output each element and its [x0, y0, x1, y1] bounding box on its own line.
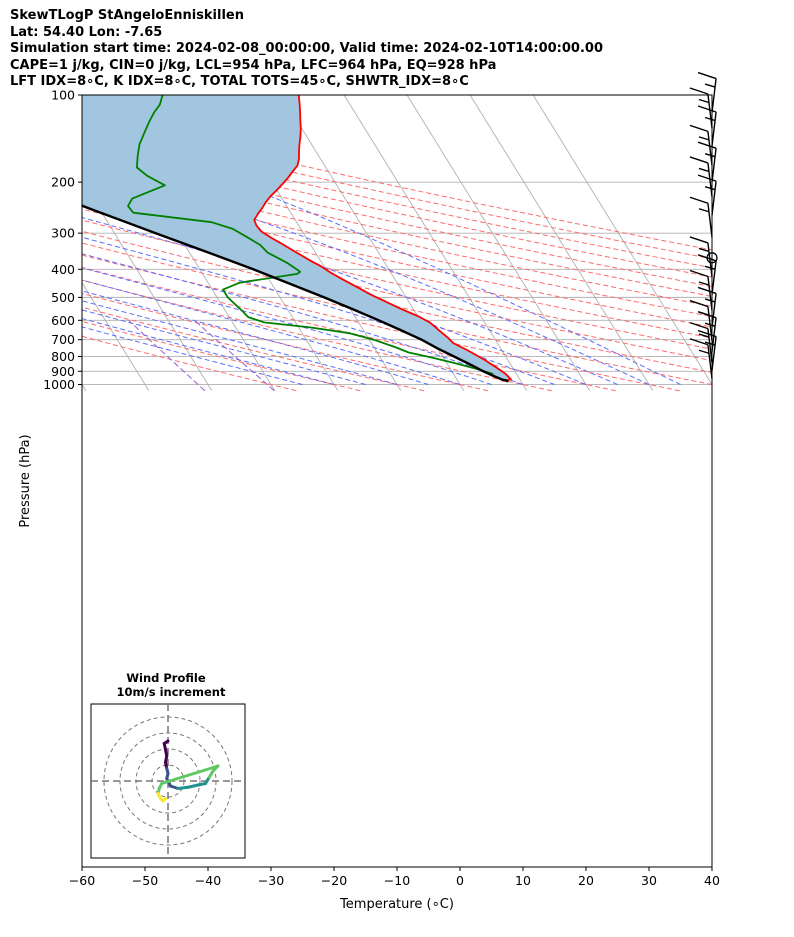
- cape-shading: [82, 95, 511, 382]
- wind-barb: [689, 156, 713, 198]
- hodograph-segment: [176, 785, 190, 790]
- x-tick-label: −50: [132, 873, 158, 888]
- isotherm-line: [82, 179, 213, 391]
- hodograph-title: Wind Profile: [126, 671, 206, 685]
- wind-barb: [697, 141, 717, 183]
- wind-barb: [689, 87, 713, 129]
- wind-barb: [697, 105, 717, 147]
- y-tick-label: 300: [51, 226, 75, 241]
- dry-adiabat-line: [82, 139, 712, 278]
- moist-adiabat-line: [82, 326, 303, 385]
- moist-adiabat-line: [82, 164, 650, 385]
- y-tick-label: 200: [51, 175, 75, 190]
- isotherm-line: [532, 95, 712, 386]
- x-tick-label: 20: [578, 873, 594, 888]
- y-tick-label: 400: [51, 262, 75, 277]
- sounding-profiles: [82, 95, 512, 383]
- hodograph-subtitle: 10m/s increment: [117, 685, 226, 699]
- hodograph-plot: [91, 704, 245, 858]
- wind-barb: [689, 196, 713, 238]
- y-tick-label: 700: [51, 332, 75, 347]
- hodograph-segment: [161, 797, 167, 803]
- dry-adiabat-line: [82, 320, 361, 392]
- dry-adiabat-line: [82, 279, 552, 392]
- dry-adiabat-line: [82, 292, 489, 392]
- moist-adiabat-line: [82, 318, 335, 385]
- moist-adiabat-line: [82, 300, 398, 385]
- location-coordinates: Lat: 54.40 Lon: -7.65: [10, 24, 163, 40]
- y-tick-label: 600: [51, 313, 75, 328]
- wind-barb: [689, 269, 713, 311]
- y-axis-label: Pressure (hPa): [18, 434, 33, 527]
- y-tick-label: 800: [51, 349, 75, 364]
- x-tick-label: 40: [704, 873, 720, 888]
- dry-adiabat-line: [82, 266, 616, 392]
- chart-header: SkewTLogP StAngeloEnniskillen Lat: 54.40…: [10, 8, 603, 91]
- wind-barb: [689, 321, 713, 363]
- isotherm-line: [343, 95, 528, 391]
- moist-adiabat-line: [82, 236, 555, 385]
- mixing-ratio-line: [194, 319, 275, 392]
- wind-barb: [689, 236, 713, 278]
- x-tick-label: −20: [321, 873, 347, 888]
- wind-barb: [697, 286, 717, 328]
- simulation-times: Simulation start time: 2024-02-08_00:00:…: [10, 41, 603, 56]
- x-tick-label: −30: [258, 873, 284, 888]
- dry-adiabat-line: [82, 113, 712, 251]
- wind-barbs: [689, 71, 718, 379]
- hodograph-inset: Wind Profile 10m/s increment: [90, 671, 246, 859]
- x-tick-label: −60: [69, 873, 95, 888]
- dry-adiabat-line: [82, 197, 712, 339]
- y-tick-label: 100: [51, 88, 75, 103]
- wind-barb: [689, 338, 713, 379]
- dry-adiabat-line: [82, 306, 425, 392]
- isotherm-line: [469, 95, 654, 391]
- dry-adiabat-line: [82, 130, 712, 269]
- x-tick-label: 0: [456, 873, 464, 888]
- moist-adiabat-line: [82, 129, 681, 385]
- hodograph-segment: [186, 783, 201, 789]
- wind-barb-calm: [706, 252, 718, 264]
- dewpoint-profile-line: [127, 95, 494, 375]
- moist-adiabat-line: [82, 290, 429, 385]
- x-tick-label: 30: [641, 873, 657, 888]
- isotherm-line: [0, 95, 23, 391]
- hodograph-segment: [160, 764, 220, 785]
- x-axis-label: Temperature (∘C): [339, 897, 454, 912]
- stability-indices: LFT IDX=8∘C, K IDX=8∘C, TOTAL TOTS=45∘C,…: [10, 74, 469, 89]
- wind-barb: [697, 174, 717, 216]
- x-tick-label: 10: [515, 873, 531, 888]
- wind-barb: [689, 299, 713, 341]
- isotherm-line: [82, 281, 150, 391]
- dry-adiabat-line: [82, 230, 712, 373]
- dry-adiabat-line: [82, 254, 680, 392]
- y-tick-label: 1000: [43, 377, 75, 392]
- mixing-ratio-line: [128, 319, 206, 392]
- wind-barb: [697, 71, 717, 113]
- x-tick-label: −10: [384, 873, 410, 888]
- y-tick-label: 500: [51, 290, 75, 305]
- x-tick-label: −40: [195, 873, 221, 888]
- stability-parameters: CAPE=1 j/kg, CIN=0 j/kg, LCL=954 hPa, LF…: [10, 57, 497, 73]
- y-tick-label: 900: [51, 364, 75, 379]
- moist-adiabat-line: [82, 267, 492, 385]
- wind-barb: [689, 124, 713, 166]
- temperature-profile-line: [253, 95, 512, 382]
- chart-title: SkewTLogP StAngeloEnniskillen: [10, 8, 244, 23]
- dry-adiabat-line: [82, 158, 712, 297]
- parcel-profile-line: [82, 204, 509, 383]
